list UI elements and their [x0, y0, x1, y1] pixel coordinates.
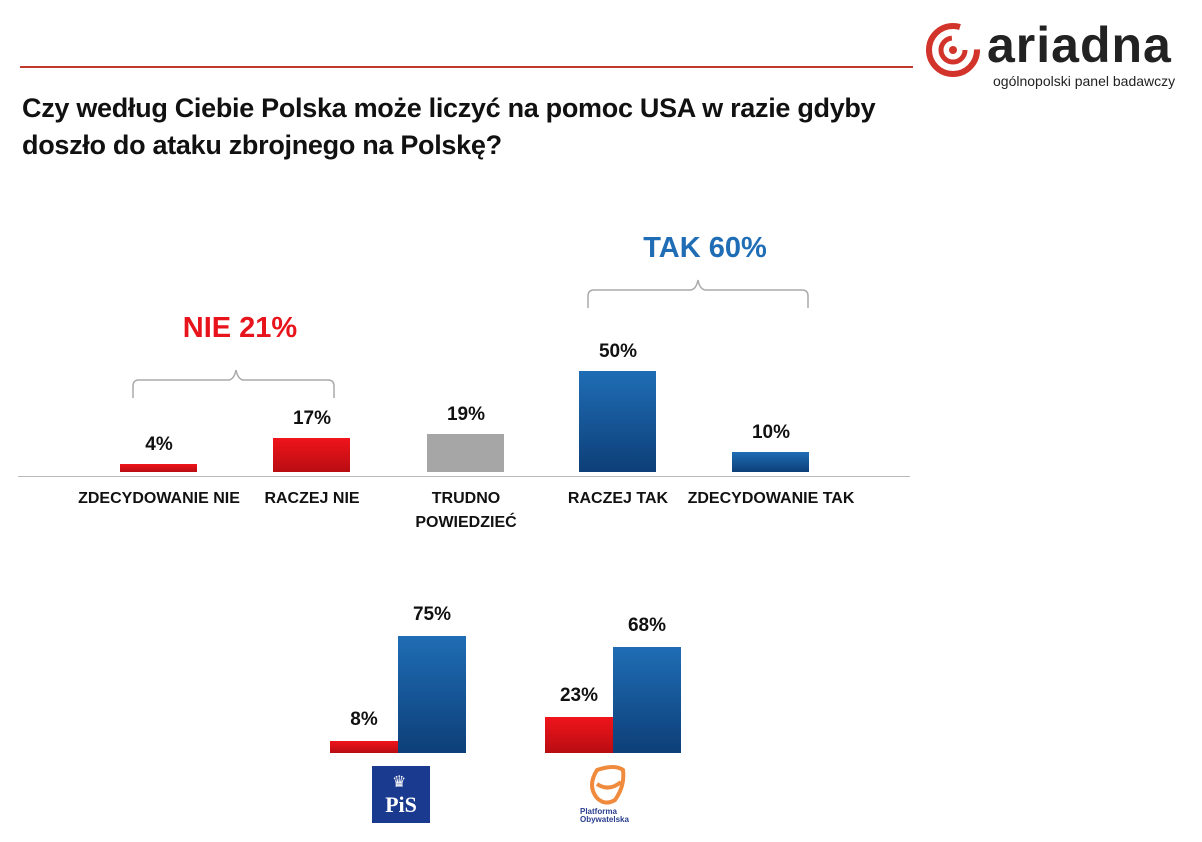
party-data-label: 75% [412, 604, 452, 625]
party-bar-1-0 [545, 717, 613, 753]
pis-logo-text: PiS [385, 792, 417, 817]
question-title: Czy według Ciebie Polska może liczyć na … [22, 93, 876, 160]
header-divider [20, 66, 913, 68]
party-data-label: 23% [559, 685, 599, 707]
brace-tak [587, 279, 809, 308]
po-logo-text: Platforma Obywatelska [580, 807, 629, 824]
category-label: ZDECYDOWANIE NIE [78, 490, 240, 507]
ariadna-logo-mark-icon [926, 23, 980, 77]
party-bar-0-0 [330, 740, 398, 753]
party-data-label: 68% [627, 614, 667, 636]
brace-nie [132, 369, 335, 398]
data-label: 10% [751, 421, 791, 443]
bar-0 [120, 463, 197, 472]
party-bar-0-1 [398, 636, 466, 753]
group-label-nie: NIE 21% [182, 312, 298, 344]
data-label: 19% [446, 403, 486, 425]
pis-logo-crown-icon: ♛ [392, 774, 407, 791]
category-label: ZDECYDOWANIE TAK [687, 490, 855, 507]
x-axis-line [18, 476, 910, 477]
ariadna-logo-text: ariadna [987, 17, 1172, 73]
party-bar-1-1 [613, 646, 681, 753]
ariadna-tagline: ogólnopolski panel badawczy [993, 73, 1176, 89]
data-label: 4% [145, 433, 173, 455]
data-label: 50% [598, 341, 638, 362]
ariadna-logo: ariadna ogólnopolski panel badawczy [925, 17, 1195, 90]
party-data-label: 8% [350, 708, 378, 730]
po-logo: Platforma Obywatelska [575, 764, 645, 830]
po-logo-mark-icon [590, 765, 626, 805]
category-label: TRUDNO POWIEDZIEĆ [415, 490, 517, 531]
pis-logo: ♛ PiS [372, 766, 430, 823]
bar-4 [732, 451, 809, 472]
category-label: RACZEJ NIE [264, 490, 360, 507]
data-label: 17% [292, 407, 332, 429]
bar-1 [273, 437, 350, 472]
group-label-tak: TAK 60% [643, 232, 767, 264]
bar-3 [579, 371, 656, 472]
category-label: RACZEJ TAK [567, 490, 669, 507]
bar-2 [427, 433, 504, 472]
